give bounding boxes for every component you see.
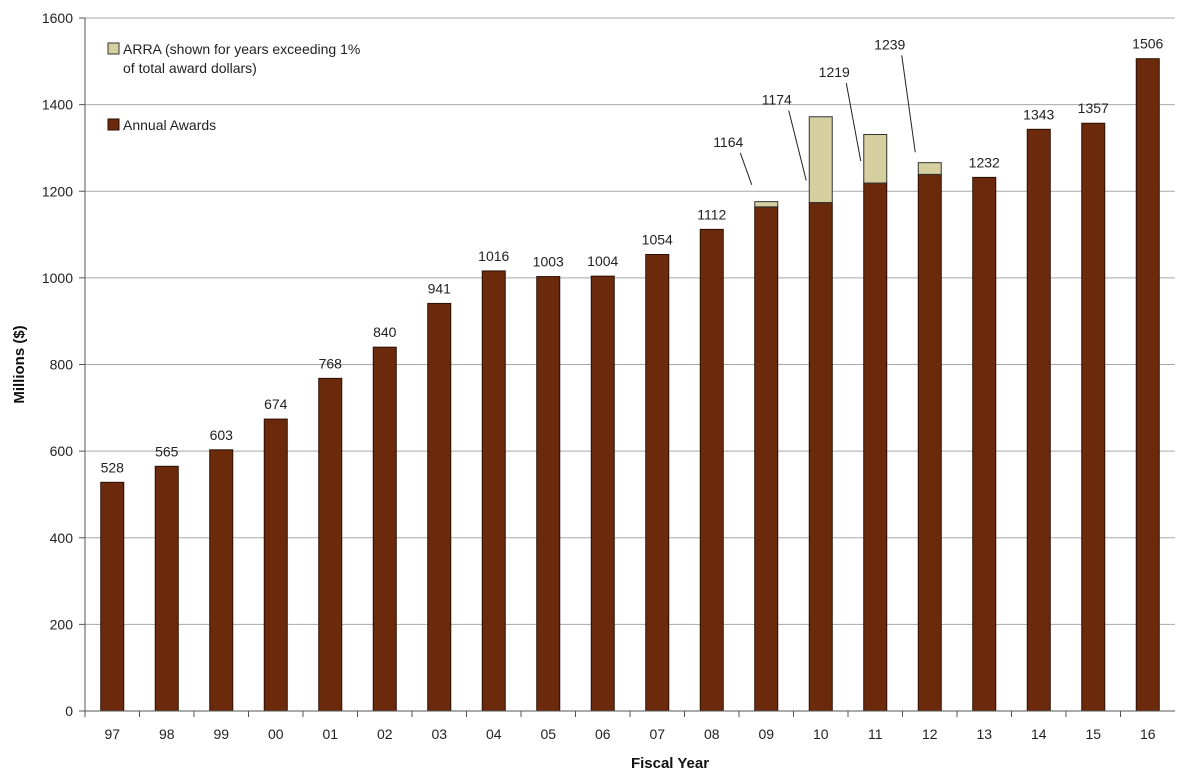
bar-annual-awards bbox=[209, 449, 234, 712]
data-label: 1164 bbox=[713, 134, 743, 150]
data-label: 1003 bbox=[533, 254, 564, 270]
x-tick-label: 16 bbox=[1140, 726, 1156, 742]
bar-annual-awards bbox=[754, 206, 779, 712]
callout-line bbox=[901, 55, 916, 153]
bar-annual-awards bbox=[1135, 58, 1160, 712]
data-label: 603 bbox=[210, 427, 234, 443]
bar-annual-awards bbox=[536, 276, 561, 712]
gridlines bbox=[85, 17, 1175, 625]
bar-annual-awards bbox=[372, 346, 397, 712]
x-tick-label: 99 bbox=[213, 726, 229, 742]
y-axis-title: Millions ($) bbox=[11, 325, 28, 403]
bar-annual-awards bbox=[1081, 122, 1106, 712]
callout-line bbox=[788, 110, 807, 181]
callout-line bbox=[739, 152, 753, 186]
data-label: 1506 bbox=[1132, 36, 1163, 52]
data-labels: 528 565 603 674 768 840 941 1016 1003 1004 1054 111… bbox=[101, 36, 1164, 476]
bar-arra bbox=[863, 134, 888, 184]
y-tick-label: 0 bbox=[65, 703, 73, 719]
x-tick-label: 15 bbox=[1085, 726, 1101, 742]
bar-annual-awards bbox=[590, 275, 615, 712]
x-tick-label: 02 bbox=[377, 726, 393, 742]
x-tick-label: 04 bbox=[486, 726, 502, 742]
bar-arra bbox=[808, 116, 833, 204]
y-axis-ticks: 0 200 400 600 800 1000 1200 1400 1600 bbox=[42, 10, 85, 719]
x-tick-label: 13 bbox=[976, 726, 992, 742]
y-tick-label: 1400 bbox=[42, 97, 73, 113]
data-label: 1357 bbox=[1078, 100, 1109, 116]
y-tick-label: 400 bbox=[50, 530, 74, 546]
axes bbox=[84, 18, 1175, 712]
bar-annual-awards bbox=[863, 182, 888, 712]
bar-annual-awards bbox=[808, 202, 833, 712]
x-tick-label: 08 bbox=[704, 726, 720, 742]
legend-swatch-annual bbox=[107, 118, 120, 131]
legend-swatch-arra bbox=[107, 42, 120, 55]
x-tick-label: 05 bbox=[540, 726, 556, 742]
bar-annual-awards bbox=[645, 253, 670, 712]
data-label: 1239 bbox=[874, 36, 905, 52]
bars bbox=[100, 58, 1160, 712]
x-tick-label: 06 bbox=[595, 726, 611, 742]
y-tick-label: 600 bbox=[50, 443, 74, 459]
data-label: 1016 bbox=[478, 248, 509, 264]
data-label: 565 bbox=[155, 443, 179, 459]
legend-label-arra: of total award dollars) bbox=[123, 60, 257, 76]
bar-annual-awards bbox=[917, 173, 942, 712]
x-axis-title: Fiscal Year bbox=[631, 755, 709, 772]
x-tick-label: 98 bbox=[159, 726, 175, 742]
x-tick-label: 01 bbox=[322, 726, 338, 742]
legend-label-annual: Annual Awards bbox=[123, 117, 216, 133]
x-tick-label: 00 bbox=[268, 726, 284, 742]
bar-annual-awards bbox=[263, 418, 288, 712]
bar-annual-awards bbox=[699, 228, 724, 712]
data-label: 941 bbox=[428, 280, 452, 296]
y-tick-label: 1200 bbox=[42, 183, 73, 199]
data-label: 1174 bbox=[762, 92, 792, 108]
bar-annual-awards bbox=[100, 481, 125, 712]
legend-label-arra: ARRA (shown for years exceeding 1% bbox=[123, 41, 360, 57]
x-tick-label: 14 bbox=[1031, 726, 1047, 742]
bar-annual-awards bbox=[481, 270, 506, 712]
y-tick-label: 1000 bbox=[42, 270, 73, 286]
data-label: 674 bbox=[264, 396, 288, 412]
data-label: 528 bbox=[101, 459, 125, 475]
y-tick-label: 200 bbox=[50, 616, 74, 632]
callout-line bbox=[845, 82, 862, 162]
bar-annual-awards bbox=[154, 465, 179, 712]
x-tick-label: 97 bbox=[104, 726, 120, 742]
data-label: 1232 bbox=[969, 154, 1000, 170]
y-tick-label: 1600 bbox=[42, 10, 73, 26]
x-axis-ticks: 97 98 99 00 01 02 03 04 05 06 07 08 09 10 11 12 13 14 15 16 bbox=[84, 711, 1156, 742]
data-label: 1343 bbox=[1023, 106, 1054, 122]
bar-annual-awards bbox=[318, 377, 343, 712]
data-label: 1054 bbox=[642, 231, 673, 247]
data-label: 768 bbox=[319, 355, 343, 371]
data-label: 1004 bbox=[587, 253, 618, 269]
legend: ARRA (shown for years exceeding 1% of tot… bbox=[107, 41, 360, 133]
data-label: 1219 bbox=[819, 64, 850, 80]
x-tick-label: 11 bbox=[868, 726, 883, 742]
bar-annual-awards bbox=[972, 176, 997, 712]
x-tick-label: 09 bbox=[758, 726, 774, 742]
bar-arra bbox=[917, 162, 942, 175]
x-tick-label: 10 bbox=[813, 726, 829, 742]
x-tick-label: 07 bbox=[649, 726, 665, 742]
data-label: 840 bbox=[373, 324, 397, 340]
data-label: 1112 bbox=[697, 206, 726, 222]
y-tick-label: 800 bbox=[50, 357, 74, 373]
bar-annual-awards bbox=[1026, 128, 1051, 712]
bar-annual-awards bbox=[427, 302, 452, 712]
x-tick-label: 12 bbox=[922, 726, 938, 742]
bar-arra bbox=[754, 201, 779, 208]
x-tick-label: 03 bbox=[431, 726, 447, 742]
